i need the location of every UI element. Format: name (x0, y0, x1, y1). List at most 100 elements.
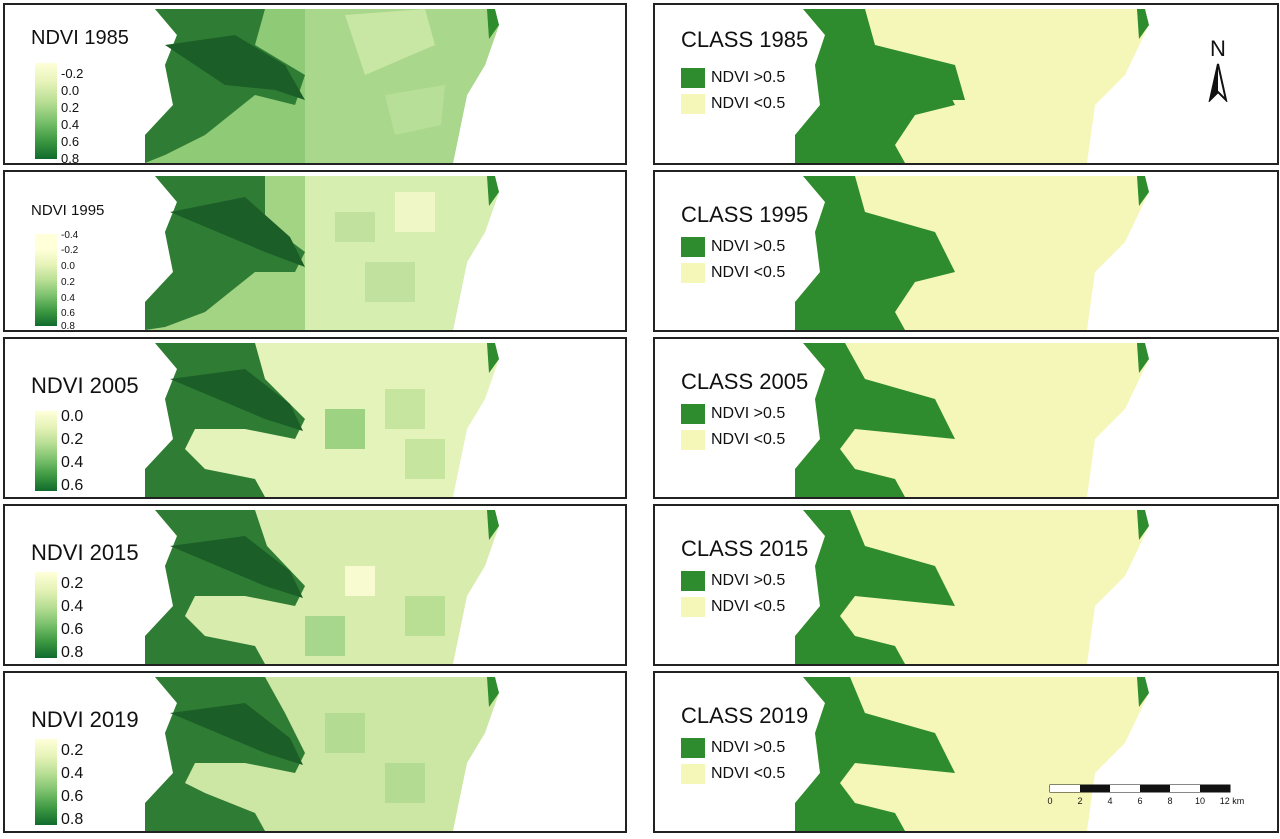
class-panel-2019: CLASS 2019 NDVI >0.5 NDVI <0.5 (653, 671, 1279, 833)
class-panel-2005: CLASS 2005 NDVI >0.5 NDVI <0.5 (653, 337, 1279, 499)
legend-item-forest: NDVI >0.5 (681, 67, 785, 89)
panel-title: NDVI 2015 (31, 540, 139, 565)
panel-title: NDVI 2005 (31, 373, 139, 398)
class-map-2005 (795, 343, 1149, 497)
panel-title: CLASS 2019 (681, 703, 809, 728)
scale-label: 12 km (1219, 796, 1245, 806)
legend-item-forest: NDVI >0.5 (681, 236, 785, 258)
ndvi-colorbar (35, 234, 57, 326)
colorbar-tick: 0.8 (61, 644, 84, 661)
panel-title: NDVI 1985 (31, 27, 129, 49)
legend-item-forest: NDVI >0.5 (681, 570, 785, 592)
legend-label: NDVI >0.5 (711, 69, 786, 86)
colorbar-tick: 0.4 (61, 293, 75, 304)
ndvi-panel-1985: NDVI 1985 -0.2 0.0 0.2 0.4 0.6 0.8 (3, 3, 627, 165)
legend-swatch-cleared (681, 764, 705, 784)
colorbar-tick: 0.6 (61, 134, 80, 149)
panel-title: NDVI 1995 (31, 202, 105, 219)
north-arrow: N (1206, 36, 1230, 102)
legend-swatch-forest (681, 738, 705, 758)
colorbar-tick: 0.2 (61, 742, 84, 759)
colorbar-tick: 0.8 (61, 811, 84, 828)
class-map-1985 (795, 9, 1149, 163)
colorbar-tick: 0.6 (61, 621, 84, 638)
ndvi-map-2019 (145, 677, 499, 831)
colorbar-tick: 0.6 (61, 788, 84, 805)
colorbar-tick: 0.6 (61, 308, 75, 319)
colorbar-tick: -0.2 (61, 66, 84, 81)
class-map-2015 (795, 510, 1149, 664)
legend-label: NDVI <0.5 (711, 264, 786, 281)
ndvi-panel-1995: NDVI 1995 -0.4 -0.2 0.0 0.2 0.4 0.6 0.8 (3, 170, 627, 332)
ndvi-map-2015 (145, 510, 499, 664)
legend-swatch-cleared (681, 597, 705, 617)
ndvi-map-1985 (145, 9, 499, 163)
panel-title: NDVI 2019 (31, 707, 139, 732)
legend-swatch-forest (681, 571, 705, 591)
ndvi-colorbar (35, 739, 57, 825)
north-label: N (1210, 36, 1226, 61)
panel-title: CLASS 2005 (681, 369, 809, 394)
legend-swatch-cleared (681, 263, 705, 283)
legend-swatch-forest (681, 404, 705, 424)
legend-item-cleared: NDVI <0.5 (681, 262, 785, 284)
class-panel-1985: CLASS 1985 NDVI >0.5 NDVI <0.5 (653, 3, 1279, 165)
legend-item-forest: NDVI >0.5 (681, 403, 785, 425)
panel-title: CLASS 1985 (681, 27, 809, 52)
ndvi-map-1995 (145, 176, 499, 330)
scale-label: 2 (1077, 796, 1083, 806)
colorbar-tick: 0.0 (61, 83, 80, 98)
ndvi-panel-2019: NDVI 2019 0.2 0.4 0.6 0.8 (3, 671, 627, 833)
legend-item-cleared: NDVI <0.5 (681, 93, 785, 115)
north-arrow-icon (1208, 63, 1228, 102)
legend-label: NDVI <0.5 (711, 95, 786, 112)
legend-label: NDVI <0.5 (711, 598, 786, 615)
legend-swatch-forest (681, 68, 705, 88)
class-map-1995 (795, 176, 1149, 330)
colorbar-tick: 0.8 (61, 151, 80, 165)
ndvi-colorbar (35, 572, 57, 658)
legend-label: NDVI >0.5 (711, 572, 786, 589)
legend-label: NDVI <0.5 (711, 765, 786, 782)
panel-title: CLASS 1995 (681, 202, 809, 227)
colorbar-tick: 0.0 (61, 408, 84, 425)
scale-bar-graphic (1049, 784, 1231, 793)
ndvi-panel-2015: NDVI 2015 0.2 0.4 0.6 0.8 (3, 504, 627, 666)
scale-label: 4 (1107, 796, 1113, 806)
colorbar-tick: 0.2 (61, 431, 84, 448)
colorbar-tick: 0.8 (61, 321, 75, 332)
scale-label: 6 (1137, 796, 1143, 806)
colorbar-tick: 0.6 (61, 477, 84, 494)
colorbar-tick: 0.2 (61, 100, 80, 115)
legend-label: NDVI >0.5 (711, 739, 786, 756)
ndvi-colorbar (35, 411, 57, 491)
legend-item-cleared: NDVI <0.5 (681, 429, 785, 451)
panel-title: CLASS 2015 (681, 536, 809, 561)
legend-swatch-forest (681, 237, 705, 257)
colorbar-tick: 0.2 (61, 277, 75, 288)
legend-swatch-cleared (681, 430, 705, 450)
legend-item-cleared: NDVI <0.5 (681, 596, 785, 618)
colorbar-tick: 0.4 (61, 454, 84, 471)
colorbar-tick: 0.4 (61, 598, 84, 615)
scale-label: 10 (1194, 796, 1206, 806)
scale-label: 8 (1167, 796, 1173, 806)
colorbar-tick: -0.4 (61, 230, 79, 241)
colorbar-tick: 0.0 (61, 261, 75, 272)
colorbar-tick: -0.2 (61, 245, 79, 256)
scale-bar: 0 2 4 6 8 10 12 km (1047, 784, 1248, 808)
legend-swatch-cleared (681, 94, 705, 114)
legend-item-cleared: NDVI <0.5 (681, 763, 785, 785)
colorbar-tick: 0.2 (61, 575, 84, 592)
colorbar-tick: 0.4 (61, 765, 84, 782)
legend-label: NDVI >0.5 (711, 238, 786, 255)
ndvi-colorbar (35, 63, 57, 159)
ndvi-map-2005 (145, 343, 499, 497)
colorbar-tick: 0.4 (61, 117, 80, 132)
ndvi-panel-2005: NDVI 2005 0.0 0.2 0.4 0.6 (3, 337, 627, 499)
legend-item-forest: NDVI >0.5 (681, 737, 785, 759)
scale-label: 0 (1047, 796, 1053, 806)
class-panel-2015: CLASS 2015 NDVI >0.5 NDVI <0.5 (653, 504, 1279, 666)
legend-label: NDVI <0.5 (711, 431, 786, 448)
legend-label: NDVI >0.5 (711, 405, 786, 422)
